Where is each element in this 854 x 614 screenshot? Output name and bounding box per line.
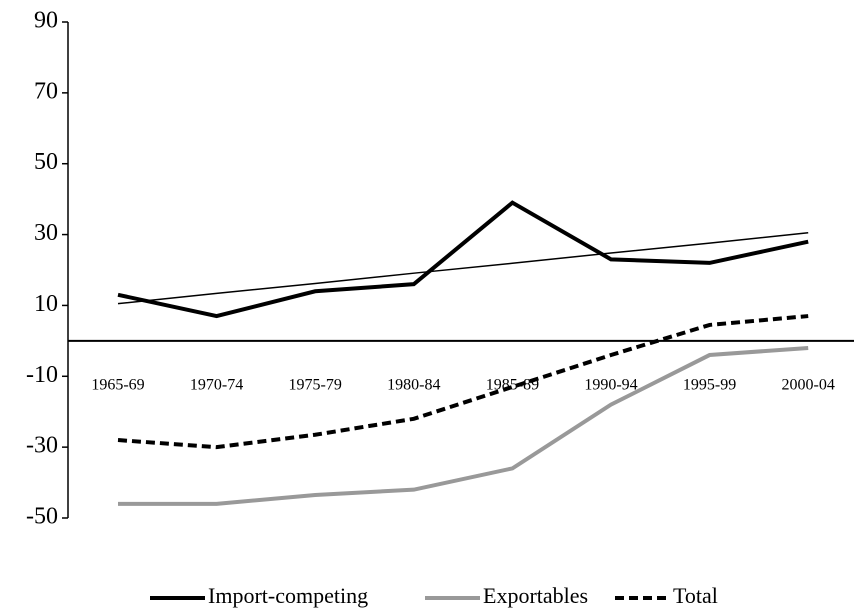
- legend-label: Exportables: [483, 583, 588, 608]
- x-tick-label: 1990-94: [584, 377, 637, 394]
- y-tick-label: 70: [34, 78, 58, 104]
- x-tick-label: 1985-89: [486, 377, 539, 394]
- x-tick-label: 1995-99: [683, 377, 736, 394]
- x-tick-label: 1970-74: [190, 377, 243, 394]
- x-tick-label: 1980-84: [387, 377, 440, 394]
- series-line: [117, 314, 809, 450]
- y-tick-label: -30: [26, 433, 58, 459]
- trend-line: [117, 232, 809, 305]
- y-tick-label: -10: [26, 362, 58, 388]
- y-tick-label: -50: [26, 504, 58, 530]
- legend-label: Import-competing: [208, 583, 368, 608]
- legend-label: Total: [673, 583, 718, 608]
- series-line: [118, 345, 809, 506]
- x-tick-label: 1965-69: [91, 377, 144, 394]
- series-line: [117, 200, 809, 319]
- y-tick-label: 10: [34, 291, 58, 317]
- y-tick-label: 90: [34, 8, 58, 34]
- x-tick-label: 2000-04: [782, 377, 835, 394]
- y-tick-label: 50: [34, 149, 58, 175]
- x-tick-label: 1975-79: [289, 377, 342, 394]
- y-tick-label: 30: [34, 220, 58, 246]
